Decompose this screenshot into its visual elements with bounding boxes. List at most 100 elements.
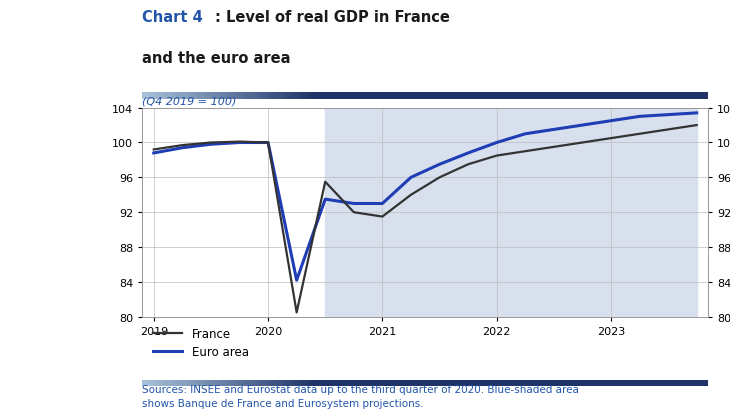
Bar xyxy=(358,93,363,100)
Bar xyxy=(278,380,284,387)
Bar xyxy=(318,380,323,387)
Bar xyxy=(346,380,352,387)
Bar xyxy=(358,380,363,387)
Bar xyxy=(159,380,165,387)
Text: and the euro area: and the euro area xyxy=(142,51,291,66)
Bar xyxy=(318,93,323,100)
Bar xyxy=(533,93,539,100)
Bar xyxy=(459,380,465,387)
Bar xyxy=(629,93,634,100)
Bar xyxy=(623,380,629,387)
Bar xyxy=(267,93,272,100)
Bar xyxy=(651,380,657,387)
Bar xyxy=(171,93,177,100)
Bar xyxy=(346,93,352,100)
Bar xyxy=(403,380,408,387)
Bar xyxy=(182,93,188,100)
Bar xyxy=(403,93,408,100)
Bar xyxy=(153,380,159,387)
Bar xyxy=(544,93,550,100)
Bar xyxy=(459,93,465,100)
Bar xyxy=(148,93,153,100)
Bar xyxy=(471,380,476,387)
Bar xyxy=(340,380,346,387)
Bar xyxy=(488,380,493,387)
Bar xyxy=(539,380,544,387)
Bar xyxy=(284,93,290,100)
Bar xyxy=(425,380,431,387)
Bar xyxy=(323,380,329,387)
Bar xyxy=(488,93,493,100)
Bar xyxy=(261,380,267,387)
Bar xyxy=(177,93,182,100)
Bar xyxy=(165,93,171,100)
Bar xyxy=(504,93,510,100)
Bar xyxy=(561,380,566,387)
Bar xyxy=(612,93,618,100)
Bar xyxy=(595,93,601,100)
Bar xyxy=(453,380,459,387)
Bar xyxy=(431,93,437,100)
Bar xyxy=(663,380,669,387)
Text: Chart 4: Chart 4 xyxy=(142,10,203,25)
Bar xyxy=(159,93,165,100)
Bar xyxy=(606,93,612,100)
Bar xyxy=(408,93,414,100)
Bar xyxy=(352,93,358,100)
Bar xyxy=(329,93,335,100)
Bar xyxy=(227,93,233,100)
Bar xyxy=(250,93,256,100)
Bar xyxy=(380,93,385,100)
Bar xyxy=(374,380,380,387)
Bar xyxy=(612,380,618,387)
Bar xyxy=(171,380,177,387)
Bar xyxy=(572,93,578,100)
Bar xyxy=(204,380,210,387)
Bar xyxy=(696,380,702,387)
Bar xyxy=(657,93,663,100)
Bar xyxy=(272,380,278,387)
Bar xyxy=(295,380,301,387)
Bar xyxy=(448,93,453,100)
Bar xyxy=(629,380,634,387)
Bar xyxy=(680,93,685,100)
Bar xyxy=(465,380,471,387)
Bar xyxy=(363,380,369,387)
Bar xyxy=(307,380,312,387)
Bar xyxy=(326,108,696,317)
Bar xyxy=(578,380,584,387)
Bar xyxy=(204,93,210,100)
Bar xyxy=(142,380,148,387)
Bar xyxy=(691,380,697,387)
Bar xyxy=(606,380,612,387)
Bar xyxy=(408,380,414,387)
Bar xyxy=(437,93,442,100)
Text: : Level of real GDP in France: : Level of real GDP in France xyxy=(215,10,450,25)
Bar xyxy=(589,380,595,387)
Bar xyxy=(391,93,397,100)
Bar xyxy=(521,93,527,100)
Bar xyxy=(227,380,233,387)
Bar xyxy=(307,93,312,100)
Bar xyxy=(210,380,216,387)
Bar xyxy=(312,380,318,387)
Bar xyxy=(363,93,369,100)
Bar xyxy=(669,93,675,100)
Bar xyxy=(255,93,261,100)
Legend: France, Euro area: France, Euro area xyxy=(148,323,253,363)
Bar xyxy=(222,93,227,100)
Bar xyxy=(618,380,623,387)
Bar xyxy=(499,380,504,387)
Bar xyxy=(188,93,193,100)
Bar xyxy=(623,93,629,100)
Bar xyxy=(369,380,374,387)
Bar xyxy=(646,93,651,100)
Bar xyxy=(244,380,250,387)
Bar xyxy=(295,93,301,100)
Bar xyxy=(391,380,397,387)
Bar xyxy=(448,380,453,387)
Bar xyxy=(556,380,561,387)
Bar xyxy=(544,380,550,387)
Bar xyxy=(329,380,335,387)
Bar xyxy=(453,93,459,100)
